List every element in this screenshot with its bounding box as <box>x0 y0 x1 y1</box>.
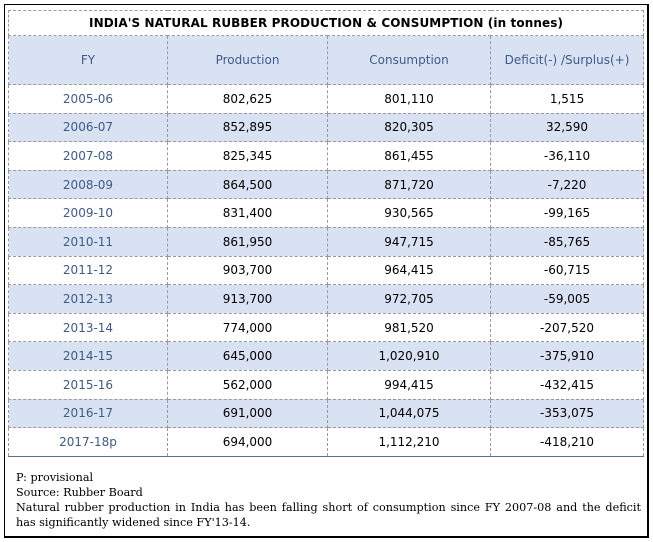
column-header-consumption: Consumption <box>327 35 491 85</box>
table-row: 2008-09 864,500 871,720 -7,220 <box>8 169 645 200</box>
production-cell: 913,700 <box>167 284 328 314</box>
production-cell: 691,000 <box>167 398 328 429</box>
fy-cell: 2011-12 <box>8 255 168 286</box>
table-row: 2017-18p 694,000 1,112,210 -418,210 <box>8 427 645 457</box>
consumption-cell: 801,110 <box>327 84 491 114</box>
consumption-cell: 994,415 <box>327 369 491 400</box>
production-cell: 864,500 <box>167 169 328 200</box>
summary-note: Natural rubber production in India has b… <box>16 501 641 529</box>
production-cell: 825,345 <box>167 141 328 171</box>
consumption-cell: 820,305 <box>327 112 491 143</box>
table-row: 2010-11 861,950 947,715 -85,765 <box>8 226 645 257</box>
production-cell: 802,625 <box>167 84 328 114</box>
table-row: 2013-14 774,000 981,520 -207,520 <box>8 312 645 343</box>
balance-cell: -418,210 <box>489 427 645 457</box>
table-row: 2009-10 831,400 930,565 -99,165 <box>8 198 645 228</box>
consumption-cell: 964,415 <box>327 255 491 286</box>
production-cell: 852,895 <box>167 112 328 143</box>
balance-cell: -375,910 <box>489 341 645 371</box>
column-header-production: Production <box>167 35 328 85</box>
fy-cell: 2012-13 <box>8 284 168 314</box>
table-row: 2011-12 903,700 964,415 -60,715 <box>8 255 645 286</box>
balance-cell: -207,520 <box>489 312 645 343</box>
table-body: 2005-06 802,625 801,110 1,515 2006-07 852,895… <box>8 84 645 457</box>
column-header-fy: FY <box>8 35 168 85</box>
table-row: 2007-08 825,345 861,455 -36,110 <box>8 141 645 171</box>
balance-cell: -60,715 <box>489 255 645 286</box>
fy-cell: 2013-14 <box>8 312 168 343</box>
fy-cell: 2005-06 <box>8 84 168 114</box>
rubber-production-table: INDIA'S NATURAL RUBBER PRODUCTION & CONS… <box>7 10 645 457</box>
consumption-cell: 861,455 <box>327 141 491 171</box>
fy-cell: 2010-11 <box>8 226 168 257</box>
balance-cell: -36,110 <box>489 141 645 171</box>
production-cell: 645,000 <box>167 341 328 371</box>
fy-cell: 2008-09 <box>8 169 168 200</box>
fy-cell: 2017-18p <box>8 427 168 457</box>
table-row: 2014-15 645,000 1,020,910 -375,910 <box>8 341 645 371</box>
table-row: 2015-16 562,000 994,415 -432,415 <box>8 369 645 400</box>
production-cell: 562,000 <box>167 369 328 400</box>
fy-cell: 2007-08 <box>8 141 168 171</box>
table-title: INDIA'S NATURAL RUBBER PRODUCTION & CONS… <box>7 10 645 36</box>
consumption-cell: 972,705 <box>327 284 491 314</box>
fy-cell: 2015-16 <box>8 369 168 400</box>
fy-cell: 2009-10 <box>8 198 168 228</box>
consumption-cell: 1,044,075 <box>327 398 491 429</box>
footnotes: P: provisional Source: Rubber Board Natu… <box>16 470 641 530</box>
consumption-cell: 947,715 <box>327 226 491 257</box>
fy-cell: 2016-17 <box>8 398 168 429</box>
provisional-note: P: provisional <box>16 471 94 484</box>
balance-cell: -353,075 <box>489 398 645 429</box>
balance-cell: -99,165 <box>489 198 645 228</box>
production-cell: 694,000 <box>167 427 328 457</box>
balance-cell: -85,765 <box>489 226 645 257</box>
balance-cell: 1,515 <box>489 84 645 114</box>
table-row: 2016-17 691,000 1,044,075 -353,075 <box>8 398 645 429</box>
fy-cell: 2006-07 <box>8 112 168 143</box>
production-cell: 831,400 <box>167 198 328 228</box>
production-cell: 861,950 <box>167 226 328 257</box>
balance-cell: -59,005 <box>489 284 645 314</box>
table-row: 2006-07 852,895 820,305 32,590 <box>8 112 645 143</box>
table-header-row: FY Production Consumption Deficit(-) /Su… <box>8 35 645 85</box>
source-note: Source: Rubber Board <box>16 486 143 499</box>
table-row: 2012-13 913,700 972,705 -59,005 <box>8 284 645 314</box>
table-title-row: INDIA'S NATURAL RUBBER PRODUCTION & CONS… <box>7 10 645 36</box>
consumption-cell: 981,520 <box>327 312 491 343</box>
table-row: 2005-06 802,625 801,110 1,515 <box>8 84 645 114</box>
consumption-cell: 1,020,910 <box>327 341 491 371</box>
fy-cell: 2014-15 <box>8 341 168 371</box>
consumption-cell: 871,720 <box>327 169 491 200</box>
production-cell: 774,000 <box>167 312 328 343</box>
consumption-cell: 1,112,210 <box>327 427 491 457</box>
balance-cell: -7,220 <box>489 169 645 200</box>
consumption-cell: 930,565 <box>327 198 491 228</box>
balance-cell: -432,415 <box>489 369 645 400</box>
balance-cell: 32,590 <box>489 112 645 143</box>
document-frame: INDIA'S NATURAL RUBBER PRODUCTION & CONS… <box>4 4 649 538</box>
production-cell: 903,700 <box>167 255 328 286</box>
column-header-balance: Deficit(-) /Surplus(+) <box>489 35 645 85</box>
